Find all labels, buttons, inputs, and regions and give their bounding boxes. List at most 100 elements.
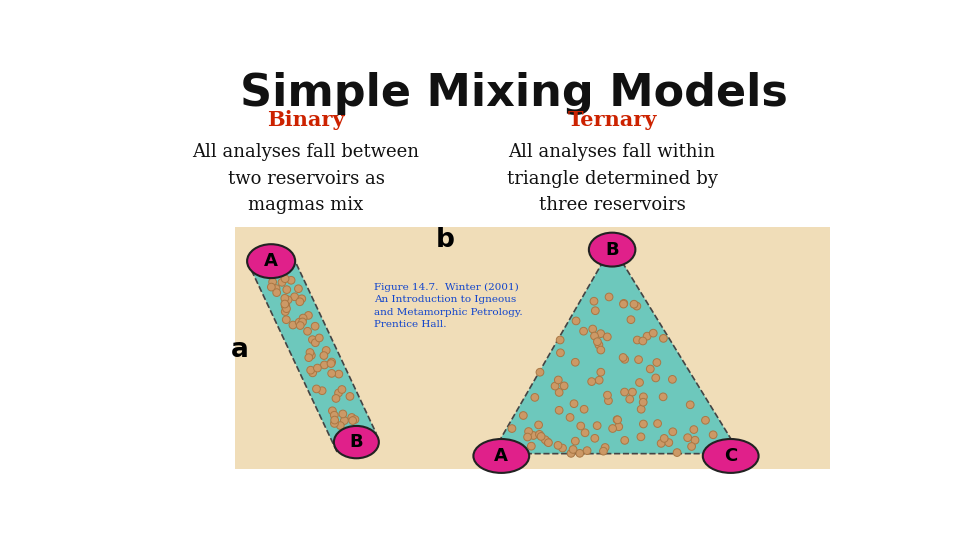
Circle shape — [296, 319, 303, 326]
Circle shape — [304, 312, 312, 319]
Circle shape — [525, 428, 533, 435]
Circle shape — [341, 417, 348, 424]
Circle shape — [639, 399, 647, 406]
Circle shape — [619, 300, 628, 308]
Circle shape — [328, 407, 336, 415]
Circle shape — [634, 336, 641, 344]
Ellipse shape — [473, 439, 529, 473]
Bar — [234, 226, 829, 469]
Circle shape — [690, 426, 698, 434]
Circle shape — [595, 341, 603, 349]
Ellipse shape — [247, 244, 295, 278]
Circle shape — [569, 446, 577, 453]
Circle shape — [336, 422, 345, 429]
Circle shape — [313, 385, 321, 393]
Circle shape — [327, 369, 336, 377]
Circle shape — [613, 416, 621, 424]
Circle shape — [649, 329, 657, 337]
Circle shape — [338, 386, 346, 393]
Circle shape — [335, 389, 343, 397]
Circle shape — [269, 278, 276, 286]
Circle shape — [296, 298, 303, 306]
Circle shape — [348, 414, 355, 421]
Circle shape — [620, 300, 628, 307]
Circle shape — [627, 316, 635, 323]
Polygon shape — [492, 246, 740, 454]
Circle shape — [609, 424, 616, 433]
Circle shape — [321, 361, 328, 369]
Circle shape — [653, 359, 660, 366]
Circle shape — [639, 393, 647, 401]
Circle shape — [621, 355, 629, 363]
Text: A: A — [264, 252, 278, 270]
Circle shape — [531, 394, 539, 401]
Circle shape — [282, 316, 290, 323]
Circle shape — [630, 300, 637, 308]
Ellipse shape — [334, 426, 379, 458]
Circle shape — [652, 374, 660, 382]
Circle shape — [593, 338, 601, 346]
Circle shape — [320, 352, 327, 360]
Circle shape — [291, 293, 299, 301]
Circle shape — [636, 379, 643, 386]
Circle shape — [597, 330, 605, 338]
Circle shape — [639, 337, 647, 345]
Circle shape — [581, 429, 588, 437]
Circle shape — [282, 302, 290, 309]
Ellipse shape — [703, 439, 758, 473]
Circle shape — [327, 360, 335, 367]
Circle shape — [588, 378, 595, 386]
Circle shape — [590, 298, 598, 305]
Circle shape — [639, 420, 647, 428]
Circle shape — [316, 334, 324, 342]
Circle shape — [300, 314, 307, 322]
Circle shape — [281, 275, 289, 282]
Text: Binary: Binary — [267, 110, 345, 130]
Circle shape — [508, 424, 516, 433]
Circle shape — [626, 395, 634, 403]
Circle shape — [519, 411, 527, 420]
Circle shape — [319, 387, 326, 395]
Circle shape — [604, 333, 612, 341]
Circle shape — [571, 359, 579, 366]
Circle shape — [541, 436, 549, 444]
Text: B: B — [349, 433, 363, 451]
Text: a: a — [231, 337, 249, 363]
Circle shape — [590, 332, 598, 340]
Text: A: A — [494, 447, 508, 465]
Circle shape — [673, 449, 681, 456]
Circle shape — [686, 401, 694, 409]
Circle shape — [614, 423, 623, 430]
Text: b: b — [436, 227, 455, 253]
Circle shape — [588, 325, 596, 333]
Circle shape — [557, 349, 564, 356]
Circle shape — [281, 300, 289, 308]
Circle shape — [527, 442, 535, 450]
Circle shape — [554, 442, 562, 449]
Circle shape — [281, 294, 289, 302]
Circle shape — [314, 364, 322, 372]
Circle shape — [646, 365, 654, 373]
Circle shape — [572, 317, 580, 325]
Circle shape — [555, 407, 563, 414]
Circle shape — [330, 411, 338, 419]
Circle shape — [327, 358, 336, 366]
Circle shape — [311, 339, 320, 347]
Circle shape — [348, 417, 356, 424]
Circle shape — [619, 354, 627, 361]
Circle shape — [605, 397, 612, 404]
Circle shape — [559, 444, 566, 452]
Circle shape — [600, 447, 608, 455]
Polygon shape — [252, 252, 376, 451]
Circle shape — [684, 434, 691, 442]
Text: C: C — [724, 447, 737, 465]
Circle shape — [281, 308, 289, 315]
Circle shape — [709, 431, 717, 438]
Circle shape — [561, 382, 568, 390]
Circle shape — [584, 447, 591, 455]
Circle shape — [660, 335, 667, 342]
Circle shape — [299, 318, 306, 326]
Circle shape — [535, 421, 542, 429]
Circle shape — [278, 279, 286, 286]
Circle shape — [660, 393, 667, 401]
